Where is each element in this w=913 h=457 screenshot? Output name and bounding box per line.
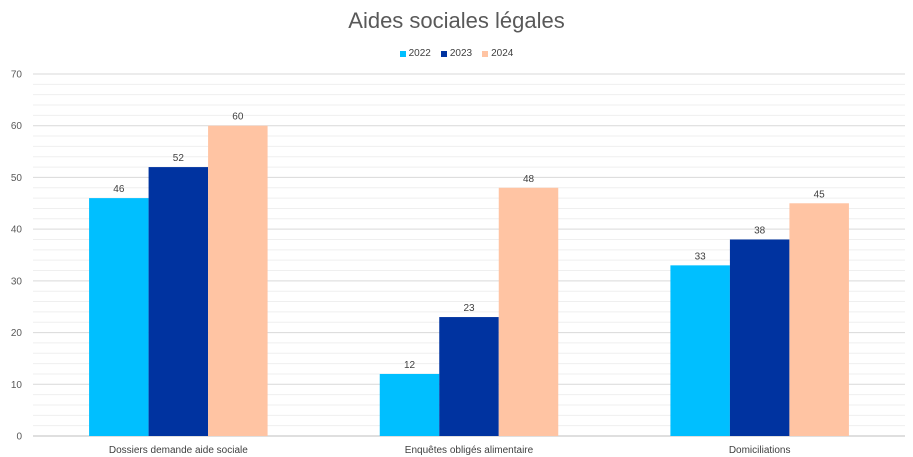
data-label: 12 — [404, 360, 416, 371]
y-tick-label: 30 — [11, 276, 23, 287]
bar — [670, 265, 730, 436]
legend-swatch-2024 — [482, 50, 489, 57]
data-label: 46 — [113, 184, 125, 195]
y-tick-label: 70 — [11, 70, 23, 81]
data-label: 48 — [523, 174, 535, 185]
y-tick-label: 10 — [11, 380, 23, 391]
y-tick-label: 20 — [11, 328, 23, 339]
data-label: 33 — [695, 251, 707, 262]
bar — [498, 187, 559, 436]
x-tick-label: Domiciliations — [729, 445, 791, 456]
bar — [789, 203, 849, 436]
y-tick-label: 60 — [11, 121, 23, 132]
data-label: 38 — [754, 225, 766, 236]
legend-label-2024: 2024 — [491, 48, 514, 59]
bar — [439, 317, 499, 436]
y-tick-label: 50 — [11, 173, 23, 184]
legend-swatch-2023 — [440, 50, 447, 57]
bar — [208, 125, 268, 436]
x-tick-label: Dossiers demande aide sociale — [109, 445, 248, 456]
x-tick-label: Enquêtes obligés alimentaire — [405, 445, 534, 456]
bar — [148, 167, 209, 437]
data-label: 60 — [232, 112, 244, 123]
data-label: 52 — [173, 153, 185, 164]
legend-label-2023: 2023 — [449, 48, 473, 59]
bar — [729, 239, 790, 436]
legend-swatch-2022 — [399, 50, 406, 57]
y-tick-label: 40 — [11, 225, 23, 236]
data-label: 23 — [463, 303, 475, 314]
legend-item-2023: 2023 — [440, 48, 473, 59]
legend-label-2022: 2022 — [408, 48, 431, 59]
data-label: 45 — [814, 189, 826, 200]
chart-title: Aides sociales légales — [348, 8, 565, 33]
bar — [89, 198, 149, 436]
bar — [379, 373, 440, 436]
legend-item-2024: 2024 — [482, 48, 513, 59]
y-tick-label: 0 — [16, 432, 22, 443]
legend-item-2022: 2022 — [399, 48, 431, 59]
chart-legend: 2022 2023 2024 — [0, 48, 913, 59]
